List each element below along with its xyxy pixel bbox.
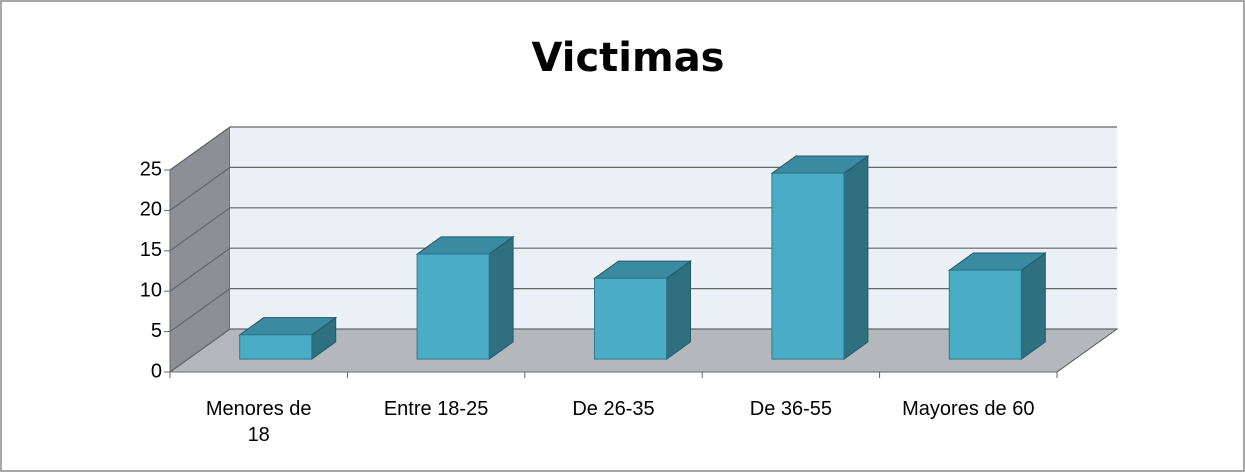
bar xyxy=(594,277,667,360)
y-tick-label: 0 xyxy=(151,360,162,382)
x-tick-label: De 26-35 xyxy=(572,398,655,420)
bar xyxy=(239,334,313,360)
bar xyxy=(771,172,845,360)
bar xyxy=(948,269,1022,360)
y-tick-label: 20 xyxy=(140,199,162,221)
x-tick-label: De 36-55 xyxy=(749,398,833,420)
y-tick-label: 10 xyxy=(140,279,162,301)
chart-title: Victimas xyxy=(532,35,725,81)
bar-side xyxy=(488,235,514,361)
y-tick-label: 5 xyxy=(151,320,162,342)
bar-side xyxy=(1020,252,1046,361)
x-tick-label: Entre 18-25 xyxy=(383,398,489,420)
x-tick-label: Menores de 18 xyxy=(205,398,312,446)
bar-side xyxy=(843,155,869,361)
x-tick-label: Mayores de 60 xyxy=(902,398,1035,420)
grid-line xyxy=(169,126,1117,171)
y-tick-label: 25 xyxy=(140,158,162,180)
y-tick-label: 15 xyxy=(140,239,162,261)
bar xyxy=(416,253,490,360)
